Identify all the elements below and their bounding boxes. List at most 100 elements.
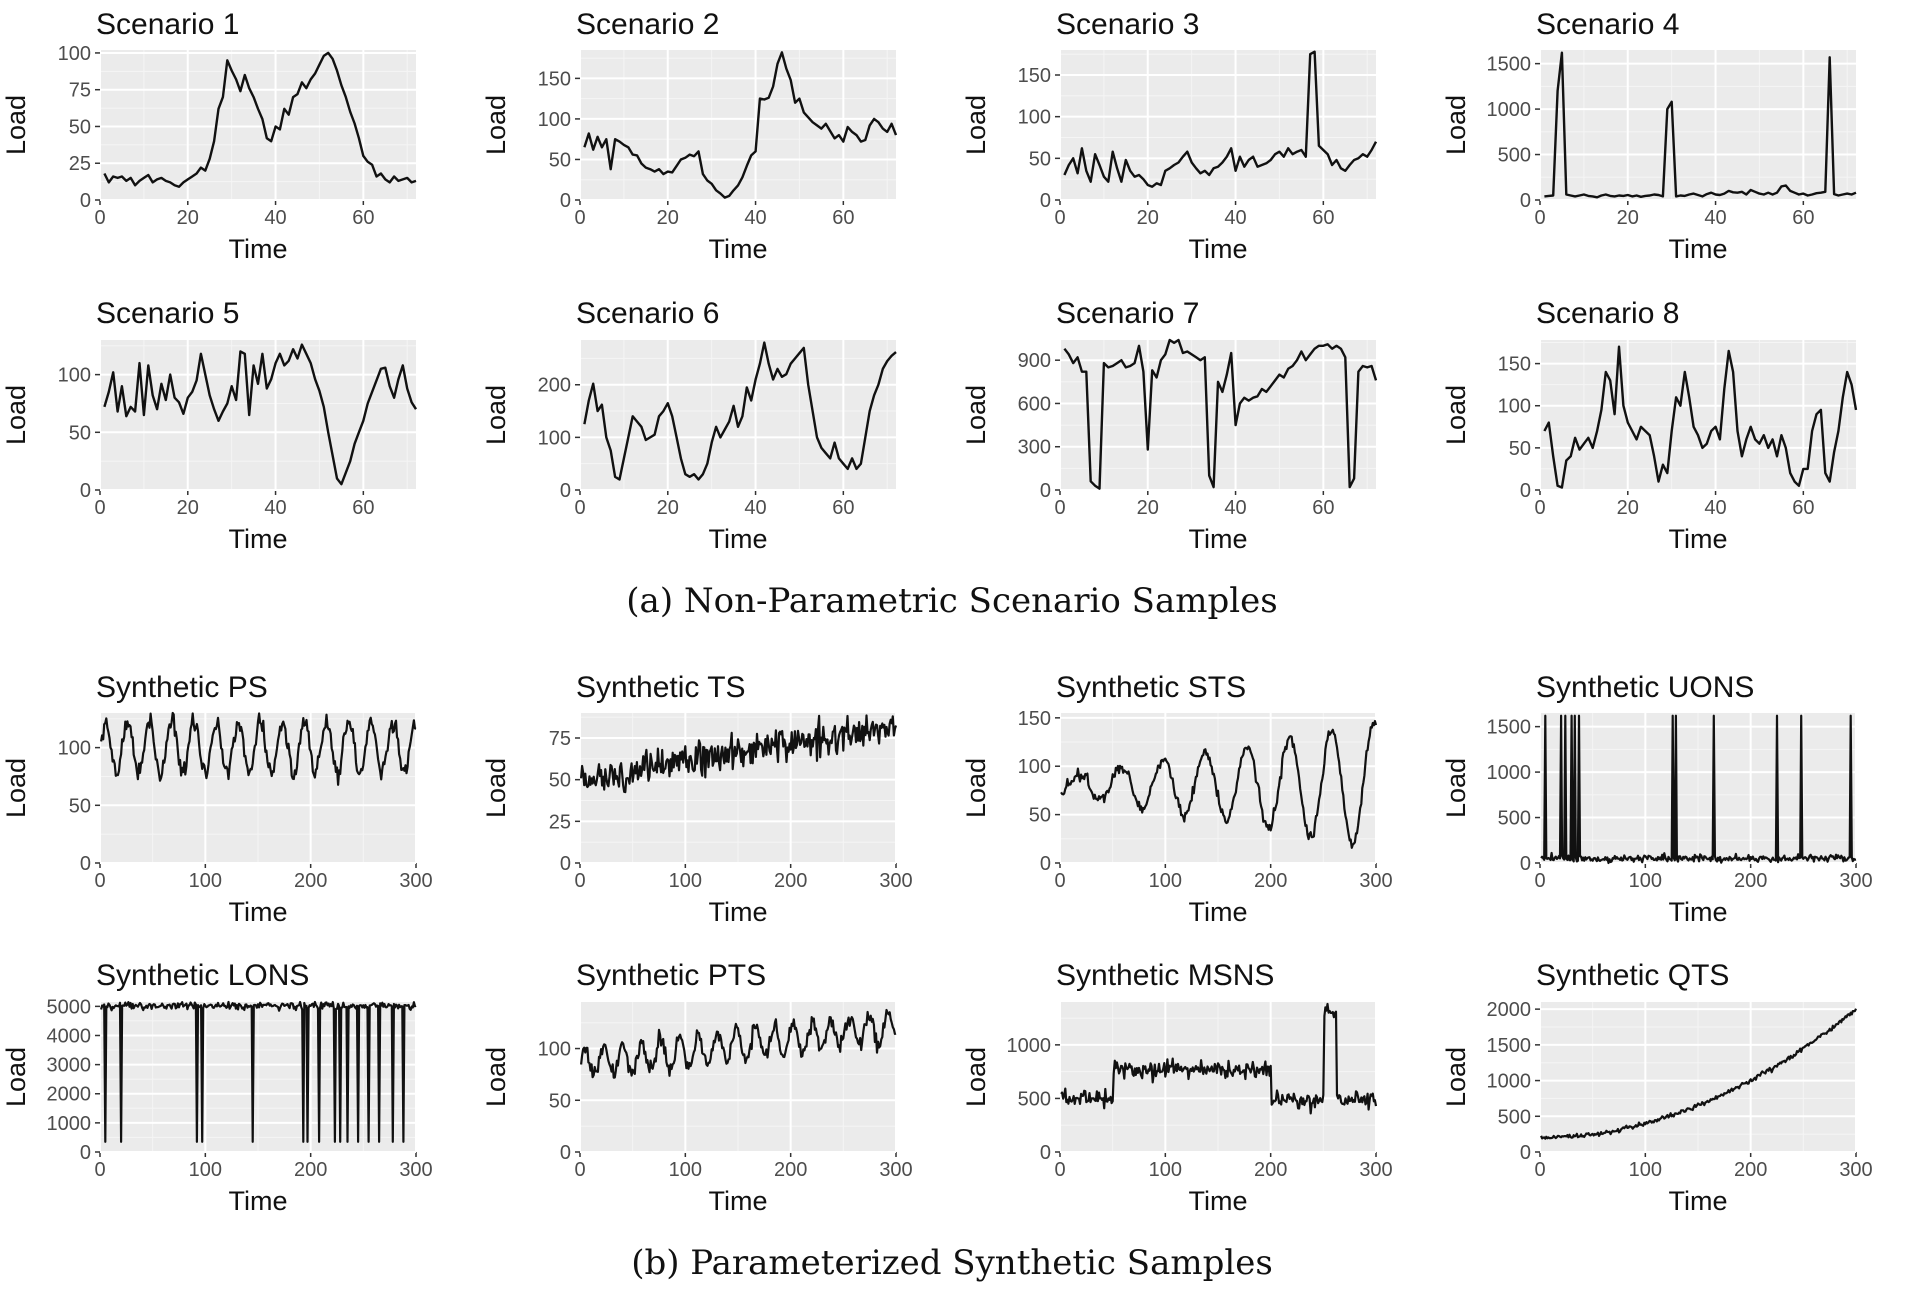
scenario-7-title: Scenario 7 <box>1056 297 1199 330</box>
synthetic-lons-tick-label-y: 4000 <box>47 1025 92 1047</box>
synthetic-pts-series-line <box>580 1008 897 1079</box>
synthetic-sts-title: Synthetic STS <box>1056 671 1246 704</box>
scenario-6-chart: Scenario 6 0 20 40 60 0 100 200 Time Load <box>481 297 897 554</box>
scenario-1-series-line <box>103 51 417 188</box>
scenario-3-tick-label-y: 100 <box>1018 107 1051 129</box>
synthetic-lons-tick-label-x: 0 <box>94 1159 105 1181</box>
synthetic-ps-tick-label-x: 300 <box>399 870 432 892</box>
scenario-2-tick-label-x: 0 <box>574 207 585 229</box>
synthetic-qts-series-line <box>1540 1008 1857 1140</box>
synthetic-ts-tick-label-y: 0 <box>560 853 571 875</box>
synthetic-qts-ylabel: Load <box>1441 1047 1471 1107</box>
synthetic-qts-tick-label-x: 300 <box>1839 1159 1872 1181</box>
scenario-7-tick-label-x: 20 <box>1137 497 1159 519</box>
synthetic-pts-tick-label-y: 0 <box>560 1142 571 1164</box>
scenario-7-xlabel: Time <box>1189 524 1248 554</box>
scenario-5-tick-label-y: 0 <box>80 480 91 502</box>
synthetic-lons-tick-label-y: 2000 <box>47 1084 92 1106</box>
scenario-2-title: Scenario 2 <box>576 8 719 41</box>
synthetic-uons-ylabel: Load <box>1441 758 1471 818</box>
scenario-8-tick-label-y: 0 <box>1520 480 1531 502</box>
synthetic-msns-tick-label-x: 0 <box>1054 1159 1065 1181</box>
scenario-4-title: Scenario 4 <box>1536 8 1679 41</box>
scenario-6-xlabel: Time <box>709 524 768 554</box>
scenario-3-tick-label-y: 0 <box>1040 190 1051 212</box>
synthetic-uons-xlabel: Time <box>1669 897 1728 927</box>
synthetic-qts-tick-label-y: 2000 <box>1487 999 1532 1021</box>
scenario-6-tick-label-x: 60 <box>832 497 854 519</box>
scenario-1-tick-label-x: 40 <box>264 207 286 229</box>
scenario-7-panel-bg <box>1060 340 1376 490</box>
scenario-1-xlabel: Time <box>229 234 288 264</box>
scenario-5-title: Scenario 5 <box>96 297 239 330</box>
scenario-8-title: Scenario 8 <box>1536 297 1679 330</box>
scenario-6-title: Scenario 6 <box>576 297 719 330</box>
synthetic-pts-tick-label-y: 100 <box>538 1039 571 1061</box>
synthetic-sts-tick-label-x: 0 <box>1054 870 1065 892</box>
synthetic-ps-tick-label-y: 50 <box>69 795 91 817</box>
scenario-7-tick-label-y: 0 <box>1040 480 1051 502</box>
synthetic-pts-xlabel: Time <box>709 1186 768 1216</box>
synthetic-sts-tick-label-x: 300 <box>1359 870 1392 892</box>
synthetic-msns-tick-label-y: 1000 <box>1007 1035 1052 1057</box>
scenario-2-chart: Scenario 2 0 20 40 60 0 50 100 150 Time Load <box>481 8 898 264</box>
synthetic-uons-tick-label-x: 100 <box>1629 870 1662 892</box>
synthetic-qts-xlabel: Time <box>1669 1186 1728 1216</box>
panels-group: Scenario 10 20 40 600255075100TimeLoadScena… <box>1 8 1873 1216</box>
synthetic-sts-tick-label-y: 0 <box>1040 853 1051 875</box>
scenario-3-chart: Scenario 3 0 20 40 60 0 50 100 150 Time Load <box>961 8 1378 264</box>
scenario-8-xlabel: Time <box>1669 524 1728 554</box>
synthetic-lons-series-line <box>100 1000 417 1143</box>
scenario-4-ylabel: Load <box>1441 95 1471 155</box>
synthetic-ps-tick-label-y: 100 <box>58 738 91 760</box>
caption-b: (b) Parameterized Synthetic Samples <box>631 1243 1273 1283</box>
synthetic-ps-chart: Synthetic PS 0 100 200 300 0 50 100 Time Load <box>1 671 433 927</box>
synthetic-qts-chart: Synthetic QTS 0 100 200 300 0 500 1000 1500 2000 T… <box>1441 959 1873 1216</box>
synthetic-ts-title: Synthetic TS <box>576 671 746 704</box>
scenario-2-tick-label-y: 150 <box>538 68 571 90</box>
scenario-5-tick-label-x: 20 <box>177 497 199 519</box>
scenario-6-ylabel: Load <box>481 385 511 445</box>
synthetic-pts-tick-label-x: 0 <box>574 1159 585 1181</box>
scenario-8-chart: Scenario 8 0 20 40 60 0 50 100 150 Time Load <box>1441 297 1858 554</box>
scenario-5-ylabel: Load <box>1 385 31 445</box>
synthetic-msns-tick-label-y: 0 <box>1040 1142 1051 1164</box>
synthetic-msns-tick-label-y: 500 <box>1018 1088 1051 1110</box>
synthetic-sts-xlabel: Time <box>1189 897 1248 927</box>
scenario-2-tick-label-y: 0 <box>560 190 571 212</box>
scenario-2-panel-bg <box>580 50 896 200</box>
scenario-1-tick-label-y: 50 <box>69 116 91 138</box>
synthetic-pts-tick-label-x: 100 <box>669 1159 702 1181</box>
scenario-6-tick-label-y: 0 <box>560 480 571 502</box>
synthetic-ts-series-line <box>580 714 898 794</box>
synthetic-ts-tick-label-x: 300 <box>879 870 912 892</box>
synthetic-ts-tick-label-y: 50 <box>549 770 571 792</box>
scenario-5-tick-label-x: 40 <box>264 497 286 519</box>
synthetic-sts-tick-label-x: 100 <box>1149 870 1182 892</box>
scenario-4-chart: Scenario 4 0 20 40 60 0 500 1000 1500 Time Load <box>1441 8 1857 264</box>
scenario-8-tick-label-x: 60 <box>1792 497 1814 519</box>
scenario-5-tick-label-x: 60 <box>352 497 374 519</box>
synthetic-uons-tick-label-x: 0 <box>1534 870 1545 892</box>
scenario-4-xlabel: Time <box>1669 234 1728 264</box>
synthetic-sts-tick-label-y: 150 <box>1018 708 1051 730</box>
synthetic-uons-series-line <box>1540 714 1857 865</box>
scenario-2-tick-label-x: 60 <box>832 207 854 229</box>
scenario-5-chart: Scenario 5 0 20 40 60 0 50 100 Time Load <box>1 297 418 554</box>
scenario-5-series-line <box>103 343 418 486</box>
synthetic-ps-ylabel: Load <box>1 758 31 818</box>
synthetic-pts-tick-label-x: 300 <box>879 1159 912 1181</box>
synthetic-ps-tick-label-x: 200 <box>294 870 327 892</box>
scenario-7-tick-label-y: 900 <box>1018 350 1051 372</box>
scenario-4-series-line <box>1544 51 1857 199</box>
synthetic-lons-tick-label-y: 3000 <box>47 1055 92 1077</box>
synthetic-msns-tick-label-x: 200 <box>1254 1159 1287 1181</box>
scenario-6-tick-label-x: 0 <box>574 497 585 519</box>
scenario-2-tick-label-y: 50 <box>549 149 571 171</box>
scenario-6-tick-label-x: 20 <box>657 497 679 519</box>
scenario-1-panel-bg <box>100 50 416 200</box>
scenario-3-panel-bg <box>1060 50 1376 200</box>
